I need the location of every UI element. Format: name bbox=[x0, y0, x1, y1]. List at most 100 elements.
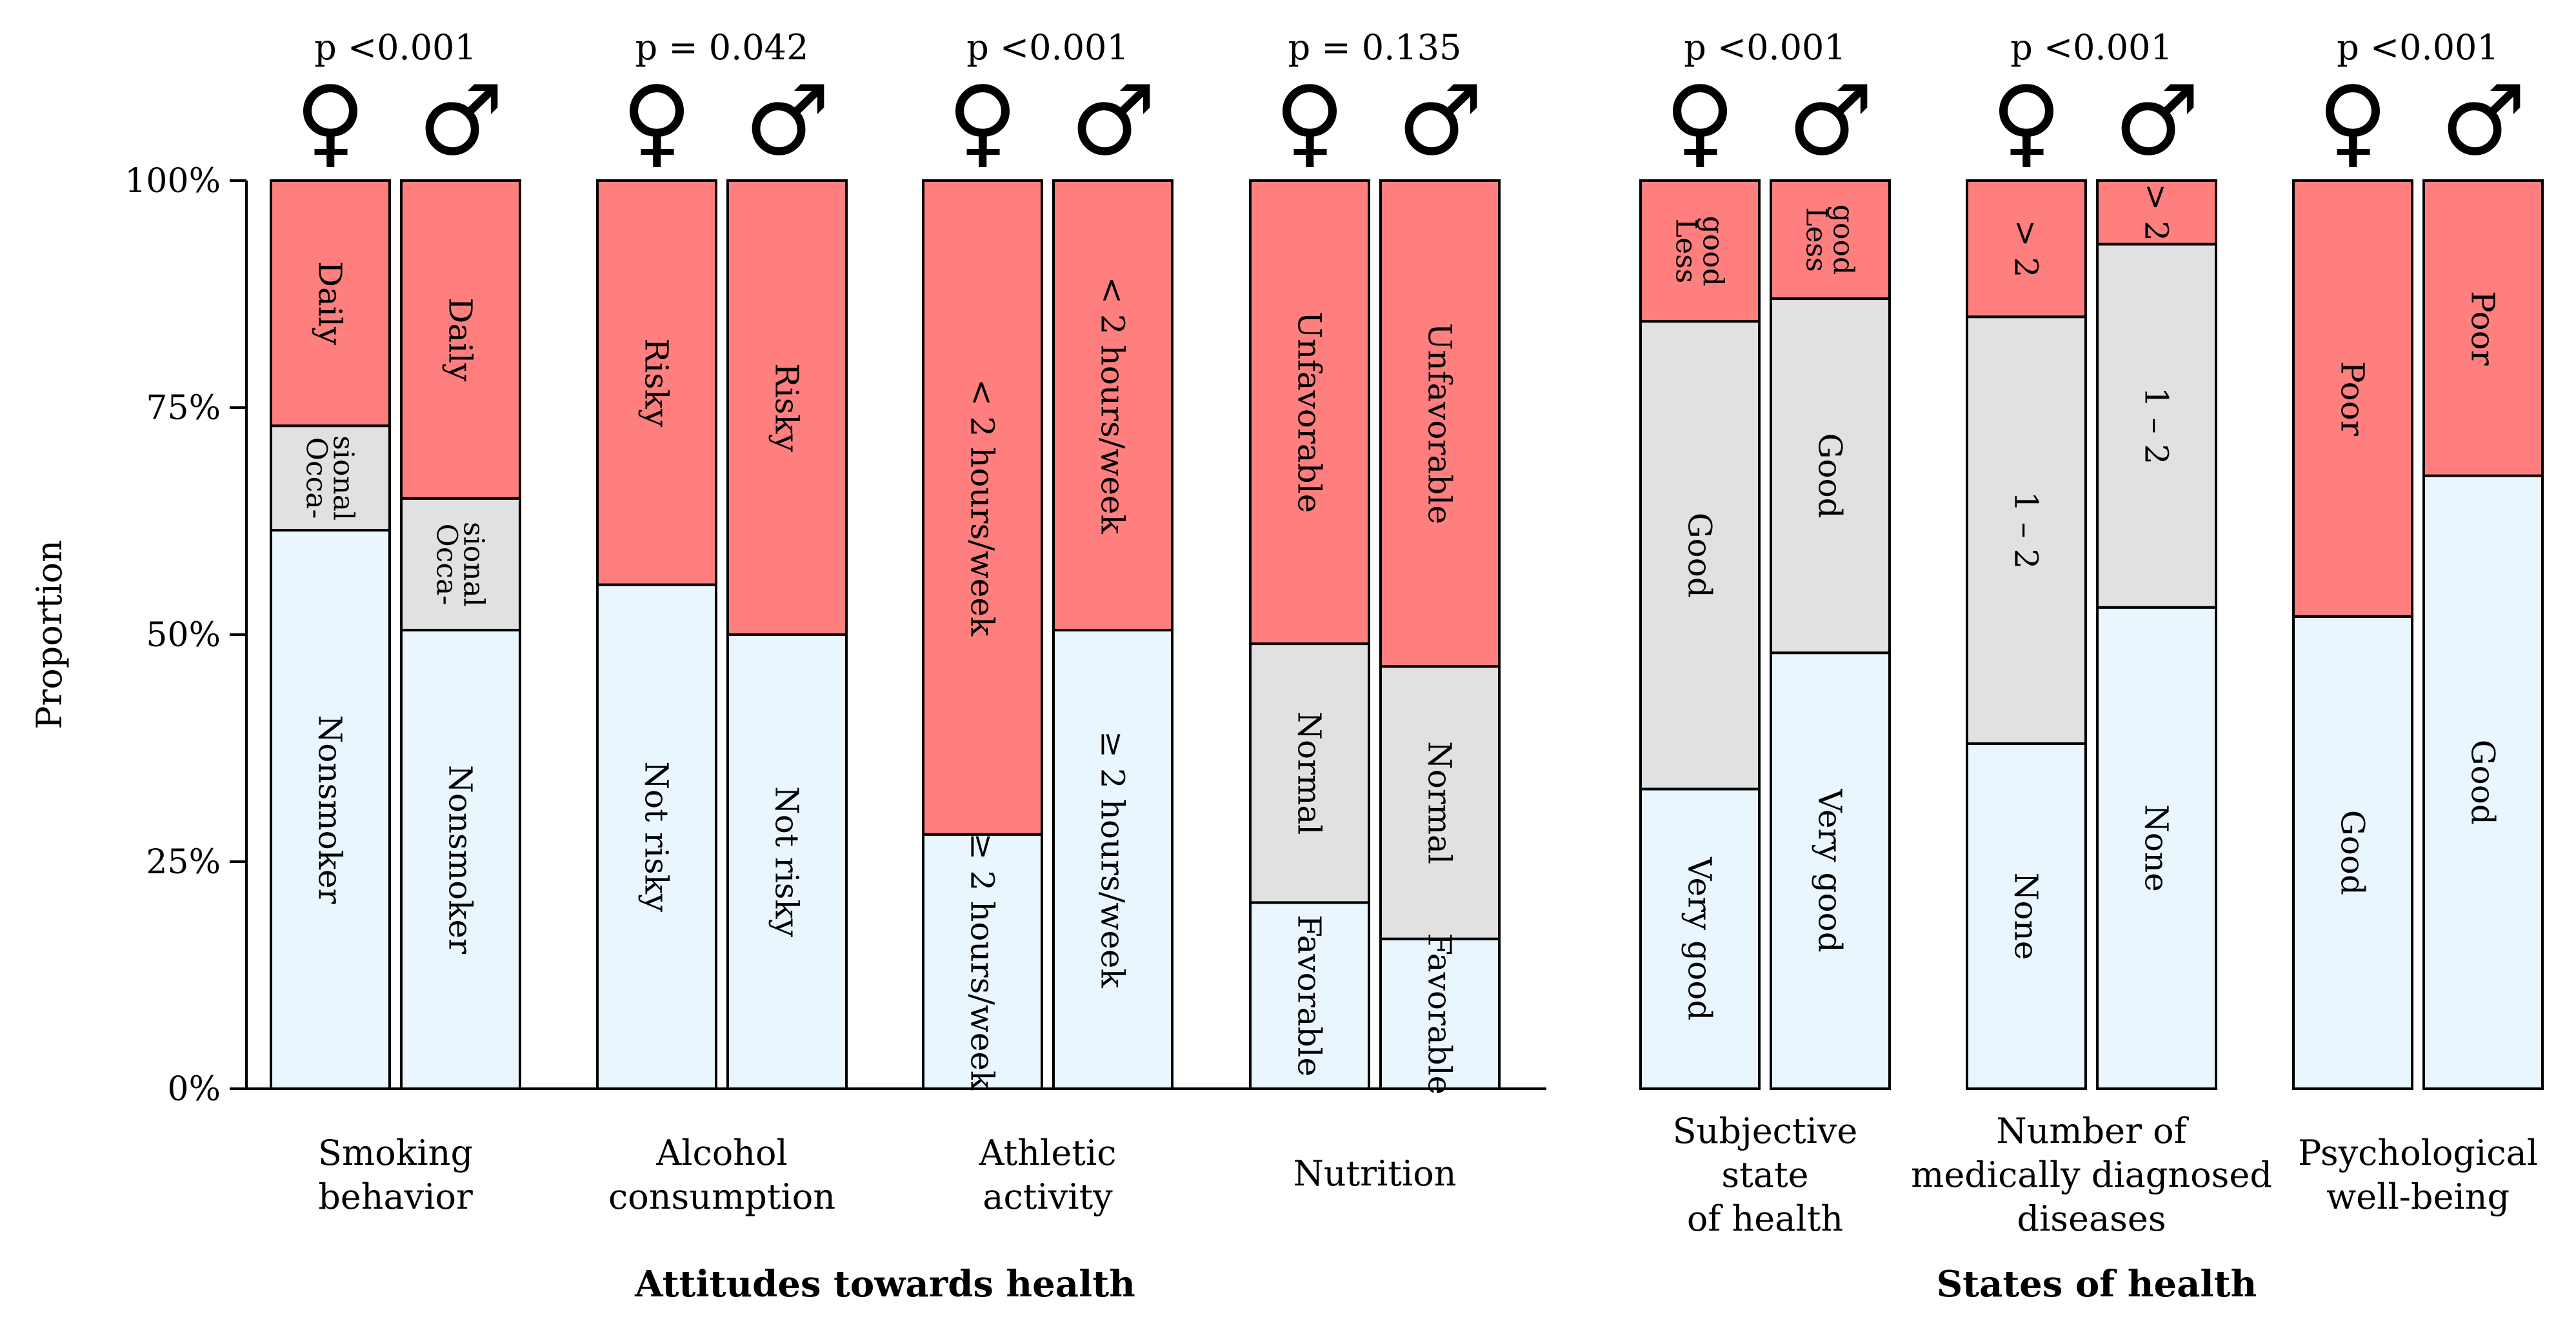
y-tick-label: 50% bbox=[146, 616, 221, 655]
segment-label: Normal bbox=[1291, 711, 1328, 835]
bar-segment-low bbox=[2292, 615, 2413, 1090]
bar-segment-high bbox=[270, 179, 391, 428]
category-label: Alcohol bbox=[655, 1133, 788, 1173]
category-label: diseases bbox=[2017, 1198, 2166, 1239]
category-label: Nutrition bbox=[1293, 1153, 1456, 1194]
segment-label-group: Favorable bbox=[1421, 933, 1459, 1095]
y-tick-label: 75% bbox=[146, 389, 221, 428]
bar-segment-low bbox=[1966, 742, 2087, 1090]
category-label: behavior bbox=[318, 1176, 473, 1217]
bar-segment-high bbox=[400, 179, 521, 500]
bar-segment-low bbox=[1379, 937, 1501, 1091]
segment-label: Unfavorable bbox=[1421, 322, 1459, 524]
bar-segment-low bbox=[1639, 788, 1761, 1090]
bar-segment-high bbox=[1966, 179, 2087, 319]
segment-label-group: Occa-sional bbox=[300, 435, 360, 520]
bar-segment-mid bbox=[2096, 243, 2217, 609]
bar-segment-mid bbox=[1639, 320, 1761, 791]
bar-segment-high bbox=[726, 179, 848, 636]
segment-label-group: Risky bbox=[768, 363, 806, 453]
category-label: activity bbox=[983, 1176, 1113, 1217]
segment-label: > 2 bbox=[2008, 220, 2045, 278]
bar-segment-low bbox=[1770, 651, 1891, 1090]
segment-label-group: Unfavorable bbox=[1291, 312, 1328, 513]
segment-label: Nonsmoker bbox=[442, 765, 479, 954]
bar-segment-high bbox=[2292, 179, 2413, 618]
category-label: medically diagnosed bbox=[1911, 1155, 2272, 1195]
segment-label: Nonsmoker bbox=[312, 715, 349, 904]
segment-label: Less bbox=[1670, 219, 1702, 283]
section-title: Attitudes towards health bbox=[634, 1263, 1135, 1305]
y-axis-label: Proportion bbox=[29, 540, 70, 729]
p-value-label: p = 0.042 bbox=[635, 27, 809, 68]
y-tick-label: 100% bbox=[125, 162, 221, 201]
category-label: consumption bbox=[608, 1176, 835, 1217]
male-symbol-icon: ♂ bbox=[1397, 66, 1483, 178]
segment-label-group: ≥ 2 hours/week bbox=[964, 833, 1001, 1091]
segment-label: < 2 hours/week bbox=[964, 379, 1001, 637]
segment-label-group: Poor bbox=[2464, 291, 2502, 366]
segment-label-group: Good bbox=[2464, 740, 2502, 825]
segment-label: Poor bbox=[2464, 291, 2502, 366]
segment-label: None bbox=[2008, 873, 2045, 960]
segment-label-group: 1 – 2 bbox=[2008, 491, 2045, 569]
segment-label-group: Daily bbox=[312, 261, 349, 346]
segment-label-group: Nonsmoker bbox=[442, 765, 479, 954]
segment-label-group: Normal bbox=[1421, 741, 1459, 864]
bar-segment-low bbox=[2096, 606, 2217, 1090]
segment-label: Favorable bbox=[1291, 915, 1328, 1076]
segment-label-group: Very good bbox=[1681, 857, 1719, 1020]
segment-label-group: Good bbox=[1812, 433, 1849, 519]
male-symbol-icon: ♂ bbox=[1787, 66, 1873, 178]
segment-label-group: Poor bbox=[2334, 361, 2371, 436]
female-symbol-icon: ♀ bbox=[1664, 66, 1735, 178]
segment-label-group: < 2 hours/week bbox=[964, 379, 1001, 637]
segment-label-group: Good bbox=[2334, 810, 2371, 895]
bar-segment-high bbox=[1249, 179, 1370, 646]
bar-segment-low bbox=[1052, 628, 1173, 1090]
category-label: Athletic bbox=[979, 1133, 1117, 1173]
segment-label-group: > 2 bbox=[2138, 183, 2175, 241]
segment-label: Not risky bbox=[768, 786, 806, 938]
bars-layer bbox=[270, 179, 2544, 1091]
segment-label-group: Good bbox=[1681, 513, 1719, 598]
y-tick-label: 25% bbox=[146, 843, 221, 882]
female-symbol-icon: ♀ bbox=[621, 66, 692, 178]
bar-segment-low bbox=[2422, 474, 2544, 1090]
segment-label-group: Not risky bbox=[638, 761, 675, 913]
segment-label: Not risky bbox=[638, 761, 675, 913]
segment-label-group: Normal bbox=[1291, 711, 1328, 835]
female-symbol-icon: ♀ bbox=[1991, 66, 2062, 178]
labels-layer: p <0.001 ♀ Nonsmoker Occa-sional Daily ♂ Nonsm… bbox=[295, 27, 2538, 1305]
segment-label: ≥ 2 hours/week bbox=[964, 833, 1001, 1091]
segment-label: sional bbox=[327, 435, 360, 520]
bar-segment-mid bbox=[400, 497, 521, 631]
bar-segment-high bbox=[1770, 179, 1891, 301]
segment-label-group: Unfavorable bbox=[1421, 322, 1459, 524]
section-title: States of health bbox=[1937, 1263, 2257, 1305]
segment-label: Daily bbox=[442, 297, 479, 382]
p-value-label: p = 0.135 bbox=[1288, 27, 1462, 68]
segment-label-group: None bbox=[2138, 804, 2175, 892]
segment-label: ≥ 2 hours/week bbox=[1094, 731, 1132, 988]
bar-segment-high bbox=[1052, 179, 1173, 631]
bar-segment-low bbox=[726, 633, 848, 1090]
segment-label: 1 – 2 bbox=[2008, 491, 2045, 569]
y-tick-label: 0% bbox=[168, 1070, 221, 1109]
segment-label: good bbox=[1827, 204, 1860, 275]
segment-label: Risky bbox=[768, 363, 806, 453]
segment-label: Good bbox=[2334, 810, 2371, 895]
p-value-label: p <0.001 bbox=[2337, 27, 2499, 68]
segment-label: Good bbox=[1812, 433, 1849, 519]
segment-label-group: Occa-sional bbox=[430, 522, 490, 607]
segment-label: Unfavorable bbox=[1291, 312, 1328, 513]
category-label: well-being bbox=[2326, 1176, 2510, 1217]
bar-segment-high bbox=[1639, 179, 1761, 323]
bar-segment-high bbox=[596, 179, 717, 586]
segment-label-group: Very good bbox=[1812, 788, 1849, 952]
bar-segment-high bbox=[2422, 179, 2544, 477]
bar-segment-low bbox=[1249, 901, 1370, 1090]
segment-label: Risky bbox=[638, 338, 675, 428]
bar-segment-high bbox=[2096, 179, 2217, 246]
